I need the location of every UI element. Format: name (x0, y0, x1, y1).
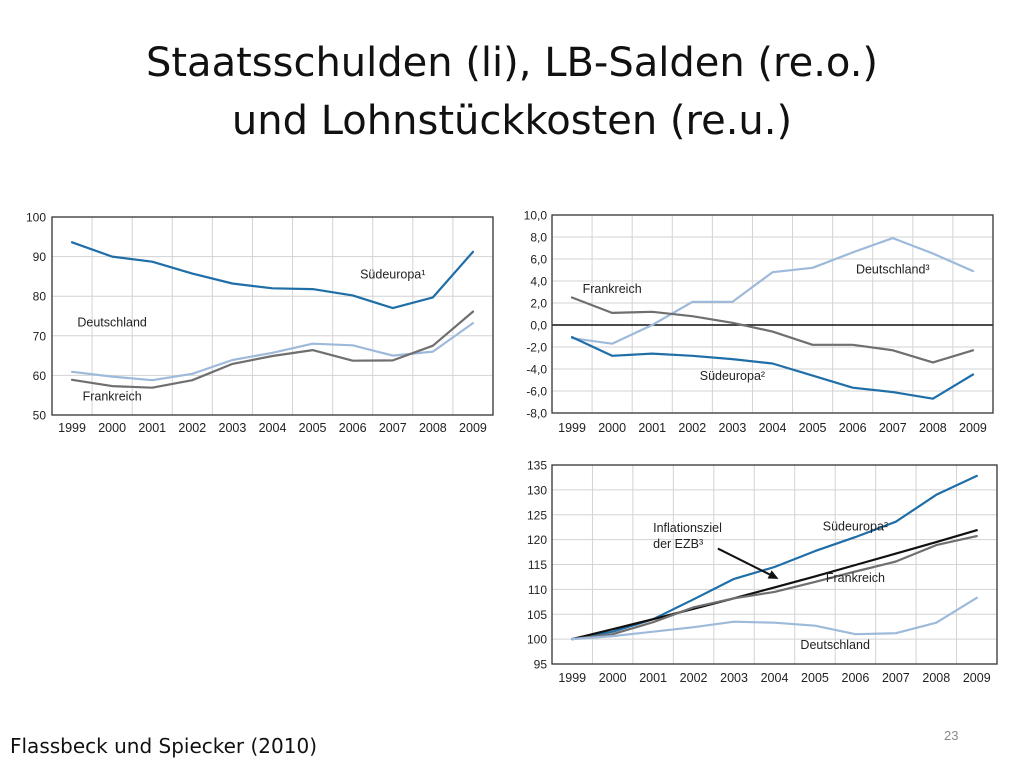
chart-staatsschulden-svg: 50 60 70 80 90 100 1999 2000 2001 2002 2003 2004 200… (26, 211, 494, 435)
schulden-x-tick-label: 2008 (419, 421, 447, 435)
schulden-y-tick-label: 50 (33, 409, 47, 423)
lb-salden-y-tick-label: -6,0 (526, 385, 547, 399)
lohnstueckkosten-label-frankreich: Frankreich (826, 571, 885, 585)
schulden-x-tick-label: 2009 (459, 421, 487, 435)
lohnstueckkosten-annotation-line-2: der EZB³ (653, 537, 703, 551)
schulden-y-tick-label: 60 (33, 369, 47, 383)
lb-salden-series-frankreich-line (570, 296, 975, 364)
lb-salden-x-tick-label: 2002 (678, 421, 706, 435)
lb-salden-y-tick-label: 6,0 (530, 253, 547, 267)
lb-salden-x-tick-label: 1999 (558, 421, 586, 435)
page-number: 23 (944, 728, 959, 743)
lohnstueckkosten-y-tick-label: 125 (527, 508, 547, 522)
lb-salden-x-tick-label: 2009 (959, 421, 987, 435)
lohnstueckkosten-x-tick-label: 2005 (801, 671, 829, 685)
lohnstueckkosten-label-suedeuropa: Südeuropa² (823, 520, 888, 534)
slide-title: Staatsschulden (li), LB-Salden (re.o.) u… (0, 34, 1024, 150)
lb-salden-y-tick-label: 4,0 (530, 275, 547, 289)
schulden-x-tick-label: 2005 (299, 421, 327, 435)
schulden-x-tick-label: 2001 (138, 421, 166, 435)
lohnstueckkosten-series-inflationsziel-der-ezb-line (571, 529, 978, 641)
lohnstueckkosten-annotation-arrow-head (767, 570, 779, 579)
schulden-plot-frame (51, 216, 494, 416)
lb-salden-x-tick-label: 2001 (638, 421, 666, 435)
lohnstueckkosten-x-tick-label: 2007 (882, 671, 910, 685)
lb-salden-label-deutschland: Deutschland³ (856, 262, 930, 276)
schulden-x-tick-label: 2004 (259, 421, 287, 435)
schulden-series-frankreich-line (70, 310, 475, 389)
chart-staatsschulden: 50 60 70 80 90 100 1999 2000 2001 2002 2003 2004 200… (12, 206, 497, 438)
lohnstueckkosten-label-deutschland: Deutschland (800, 638, 870, 652)
schulden-plot-area (52, 217, 493, 415)
lb-salden-y-tick-label: -4,0 (526, 363, 547, 377)
lohnstueckkosten-annotation-line-1: Inflationsziel (653, 521, 722, 535)
lb-salden-x-tick-label: 2003 (719, 421, 747, 435)
chart-lohnstueckkosten: 95 100 105 110 115 120 125 130 135 1999 2000 2001 20… (512, 455, 998, 688)
lohnstueckkosten-y-tick-label: 95 (534, 658, 548, 672)
lohnstueckkosten-y-tick-label: 130 (527, 483, 547, 497)
schulden-x-tick-label: 2006 (339, 421, 367, 435)
lohnstueckkosten-x-tick-label: 2002 (680, 671, 708, 685)
lb-salden-x-tick-label: 2004 (759, 421, 787, 435)
lb-salden-series-suedeuropa-line (570, 336, 975, 400)
chart-lb-salden: 10,0 8,0 6,0 4,0 2,0 0,0 -2,0 -4,0 -6,0 -8,0 1999 2… (512, 204, 997, 438)
lohnstueckkosten-x-tick-label: 2001 (639, 671, 667, 685)
lohnstueckkosten-y-tick-label: 135 (527, 459, 547, 473)
schulden-x-tick-label: 2007 (379, 421, 407, 435)
lohnstueckkosten-plot-frame (551, 464, 998, 665)
schulden-series-deutschland-line (70, 321, 475, 382)
lb-salden-y-tick-label: 8,0 (530, 231, 547, 245)
schulden-x-tick-label: 1999 (58, 421, 86, 435)
lb-salden-plot-frame (551, 214, 994, 414)
source-citation: Flassbeck und Spiecker (2010) (10, 734, 318, 758)
lohnstueckkosten-x-tick-label: 2000 (599, 671, 627, 685)
lb-salden-x-tick-label: 2008 (919, 421, 947, 435)
schulden-x-tick-label: 2003 (219, 421, 247, 435)
lohnstueckkosten-y-tick-label: 120 (527, 533, 547, 547)
lohnstueckkosten-x-tick-label: 2003 (720, 671, 748, 685)
lb-salden-x-tick-label: 2000 (598, 421, 626, 435)
lb-salden-label-suedeuropa: Südeuropa² (700, 369, 765, 383)
chart-lb-salden-svg: 10,0 8,0 6,0 4,0 2,0 0,0 -2,0 -4,0 -6,0 -8,0 1999 2… (524, 209, 994, 435)
lohnstueckkosten-y-tick-label: 110 (528, 583, 547, 597)
lb-salden-plot-area (552, 215, 993, 413)
slide-title-line-2: und Lohnstückkosten (re.u.) (231, 98, 793, 144)
lb-salden-y-tick-label: 2,0 (530, 297, 547, 311)
schulden-label-deutschland: Deutschland (77, 316, 147, 330)
lohnstueckkosten-annotation-arrow-shaft (717, 547, 771, 576)
schulden-label-frankreich: Frankreich (83, 390, 142, 404)
lohnstueckkosten-x-tick-label: 2006 (842, 671, 870, 685)
schulden-y-tick-label: 80 (33, 290, 47, 304)
lb-salden-x-tick-label: 2006 (839, 421, 867, 435)
lb-salden-y-tick-label: 0,0 (530, 319, 547, 333)
lohnstueckkosten-x-tick-label: 1999 (558, 671, 586, 685)
lohnstueckkosten-x-tick-label: 2008 (922, 671, 950, 685)
lohnstueckkosten-y-tick-label: 115 (528, 558, 547, 572)
lb-salden-y-tick-label: 10,0 (524, 209, 548, 223)
schulden-x-tick-label: 2000 (98, 421, 126, 435)
lb-salden-x-tick-label: 2007 (879, 421, 907, 435)
lohnstueckkosten-x-tick-label: 2004 (761, 671, 789, 685)
schulden-series-suedeuropa-line (70, 241, 475, 310)
lb-salden-y-tick-label: -8,0 (526, 407, 547, 421)
lb-salden-series-deutschland-line (570, 236, 975, 345)
lohnstueckkosten-series-deutschland-line (571, 596, 978, 641)
slide-title-line-1: Staatsschulden (li), LB-Salden (re.o.) (145, 40, 879, 86)
schulden-x-tick-label: 2002 (178, 421, 206, 435)
lohnstueckkosten-x-tick-label: 2009 (963, 671, 991, 685)
lb-salden-x-tick-label: 2005 (799, 421, 827, 435)
lb-salden-y-tick-label: -2,0 (526, 341, 547, 355)
schulden-y-tick-label: 90 (33, 250, 47, 264)
schulden-y-tick-label: 100 (26, 211, 46, 225)
lohnstueckkosten-series-frankreich-line (571, 534, 978, 641)
lohnstueckkosten-y-tick-label: 105 (527, 608, 547, 622)
chart-lohnstueckkosten-svg: 95 100 105 110 115 120 125 130 135 1999 2000 2001 20… (527, 459, 998, 685)
schulden-y-tick-label: 70 (33, 329, 47, 343)
lb-salden-label-frankreich: Frankreich (583, 282, 642, 296)
lohnstueckkosten-y-tick-label: 100 (527, 633, 547, 647)
schulden-label-suedeuropa: Südeuropa¹ (360, 267, 425, 281)
